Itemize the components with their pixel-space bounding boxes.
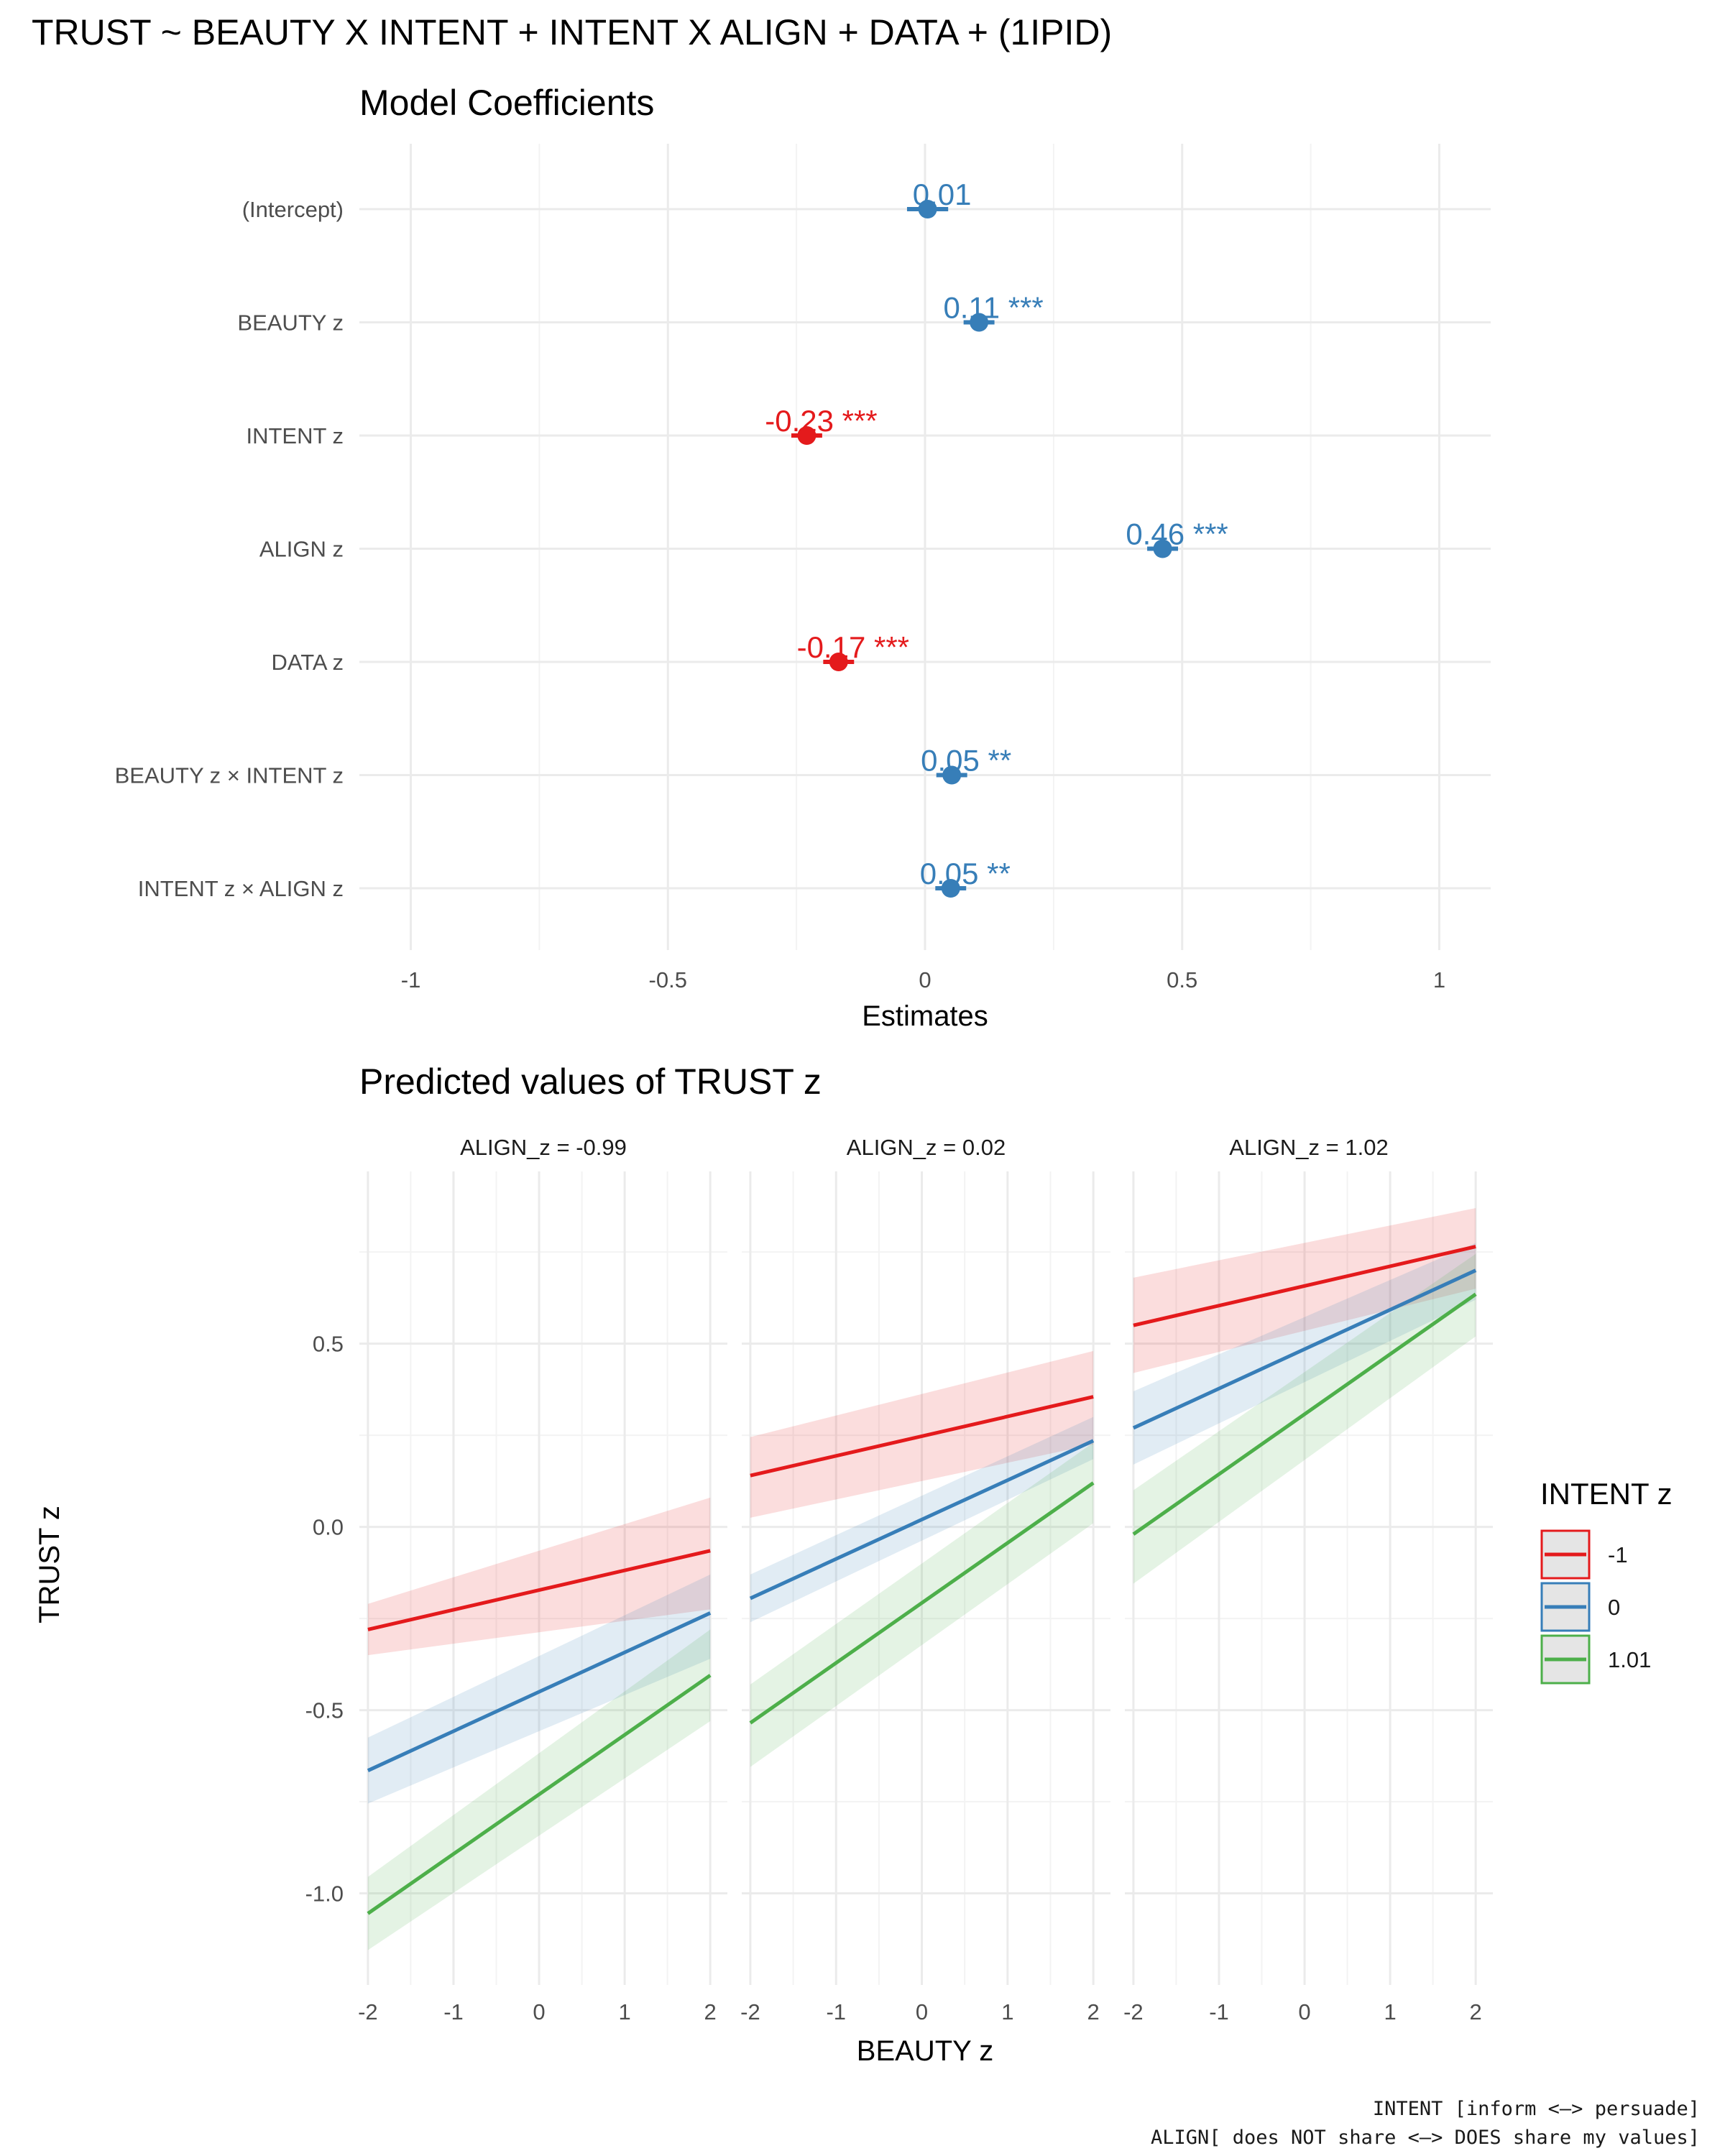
prediction-line xyxy=(367,1611,712,1772)
pred-x-tick-label: 0 xyxy=(533,1999,545,2024)
prediction-line xyxy=(1133,1245,1476,1327)
pred-x-tick-label: 2 xyxy=(704,1999,717,2024)
pred-x-tick-label: -2 xyxy=(740,1999,760,2024)
pred-y-tick-label: -1.0 xyxy=(305,1881,344,1907)
coef-point xyxy=(797,426,816,445)
coef-term-label: BEAUTY z xyxy=(237,310,344,336)
facet-panel: ALIGN_z = -0.99 -2 -1 0 1 2 xyxy=(358,1135,727,2024)
pred-x-tick-label: 1 xyxy=(1384,1999,1396,2024)
prediction-line xyxy=(1132,1292,1477,1536)
legend-items: -1 0 1.01 xyxy=(1540,1529,1651,1685)
pred-x-tick-label: -1 xyxy=(826,1999,846,2024)
legend-label: -1 xyxy=(1608,1542,1628,1567)
coef-x-axis-title: Estimates xyxy=(862,1000,988,1032)
prediction-line xyxy=(367,1674,712,1915)
coef-x-tick-label: -1 xyxy=(401,967,421,992)
main-title: TRUST ~ BEAUTY X INTENT + INTENT X ALIGN… xyxy=(32,12,1112,52)
coef-title: Model Coefficients xyxy=(359,83,654,123)
pred-y-tick-labels: 0.5 0.0 -0.5 -1.0 xyxy=(305,1332,344,1907)
coef-value-label: 0.05 ** xyxy=(920,857,1011,890)
coef-value-label: -0.23 *** xyxy=(765,404,877,438)
coef-x-tick-label: 0.5 xyxy=(1167,967,1197,992)
coef-point xyxy=(970,313,989,332)
pred-y-tick-label: 0.5 xyxy=(313,1332,344,1357)
coef-term-label: INTENT z xyxy=(247,423,344,448)
prediction-line xyxy=(749,1439,1095,1600)
legend-label: 0 xyxy=(1608,1595,1620,1620)
prediction-line xyxy=(750,1395,1094,1478)
legend: INTENT z -1 0 1.01 xyxy=(1540,1477,1673,1685)
coef-x-tick-label: 0 xyxy=(919,967,931,992)
facet-panel: ALIGN_z = 1.02 -2 -1 0 1 2 xyxy=(1123,1135,1493,2024)
coef-point xyxy=(1153,539,1172,558)
pred-x-tick-label: 2 xyxy=(1087,1999,1100,2024)
pred-y-axis-title: TRUST z xyxy=(34,1506,65,1623)
pred-x-tick-label: -1 xyxy=(1209,1999,1229,2024)
pred-panel: Predicted values of TRUST z ALIGN_z = -0… xyxy=(34,1061,1673,2067)
coef-term-label: ALIGN z xyxy=(259,537,344,562)
pred-title: Predicted values of TRUST z xyxy=(359,1061,822,1102)
coef-x-tick-labels: -1 -0.5 0 0.5 1 xyxy=(401,967,1445,992)
coef-term-label: DATA z xyxy=(272,650,344,675)
pred-x-tick-label: -1 xyxy=(443,1999,464,2024)
legend-title: INTENT z xyxy=(1540,1477,1673,1511)
confidence-band xyxy=(1133,1243,1476,1465)
caption-line-2: ALIGN[ does NOT share <–> DOES share my … xyxy=(1151,2127,1700,2149)
confidence-band xyxy=(1133,1253,1476,1584)
coef-value-label: 0.05 ** xyxy=(921,744,1011,778)
coef-value-label: 0.46 *** xyxy=(1126,517,1228,551)
facet-strip-label: ALIGN_z = 1.02 xyxy=(1229,1135,1388,1160)
coef-point xyxy=(942,765,962,785)
coef-x-tick-label: 1 xyxy=(1433,967,1445,992)
prediction-line xyxy=(749,1481,1095,1725)
coef-panel: Model Coefficients (Intercept) BEAUTY z IN… xyxy=(115,83,1491,1032)
pred-y-tick-label: -0.5 xyxy=(305,1698,344,1723)
prediction-line xyxy=(367,1549,711,1631)
facet-panel: ALIGN_z = 0.02 -2 -1 0 1 2 xyxy=(740,1135,1110,2024)
coef-value-label: -0.17 *** xyxy=(797,630,909,664)
caption-line-1: INTENT [inform <–> persuade] xyxy=(1373,2098,1700,2120)
facet-strip-label: ALIGN_z = 0.02 xyxy=(847,1135,1006,1160)
pred-x-axis-title: BEAUTY z xyxy=(857,2035,993,2067)
coef-grid xyxy=(359,144,1491,950)
prediction-line xyxy=(1132,1268,1477,1430)
pred-facets: ALIGN_z = -0.99 -2 -1 0 1 2 ALIGN_z = 0.02 -2 -1… xyxy=(358,1135,1493,2024)
confidence-band xyxy=(367,1629,711,1950)
pred-x-tick-label: 2 xyxy=(1470,1999,1482,2024)
pred-x-tick-label: -2 xyxy=(358,1999,378,2024)
pred-x-tick-label: -2 xyxy=(1123,1999,1144,2024)
coef-x-tick-label: -0.5 xyxy=(649,967,687,992)
coef-value-label: 0.11 *** xyxy=(943,291,1043,325)
coef-term-label: BEAUTY z × INTENT z xyxy=(115,763,344,788)
facet-strip-label: ALIGN_z = -0.99 xyxy=(460,1135,627,1160)
pred-x-tick-label: 1 xyxy=(1001,1999,1013,2024)
coef-point xyxy=(941,879,960,898)
confidence-band xyxy=(367,1574,711,1804)
pred-y-tick-label: 0.0 xyxy=(313,1515,344,1540)
coef-term-label: (Intercept) xyxy=(242,197,344,222)
coef-point xyxy=(829,653,848,671)
coef-term-labels: (Intercept) BEAUTY z INTENT z ALIGN z DATA z… xyxy=(115,197,344,901)
confidence-band xyxy=(367,1497,711,1656)
pred-x-tick-label: 1 xyxy=(618,1999,630,2024)
coef-value-label: 0.01 xyxy=(913,178,972,211)
legend-label: 1.01 xyxy=(1608,1647,1651,1672)
pred-x-tick-label: 0 xyxy=(916,1999,928,2024)
coef-term-label: INTENT z × ALIGN z xyxy=(138,876,344,901)
pred-x-tick-label: 0 xyxy=(1298,1999,1310,2024)
confidence-band xyxy=(1133,1207,1476,1373)
coef-point xyxy=(918,200,937,218)
coef-estimates: 0.01 0.11 *** -0.23 *** 0.46 *** -0.17 *** 0.… xyxy=(765,178,1228,898)
